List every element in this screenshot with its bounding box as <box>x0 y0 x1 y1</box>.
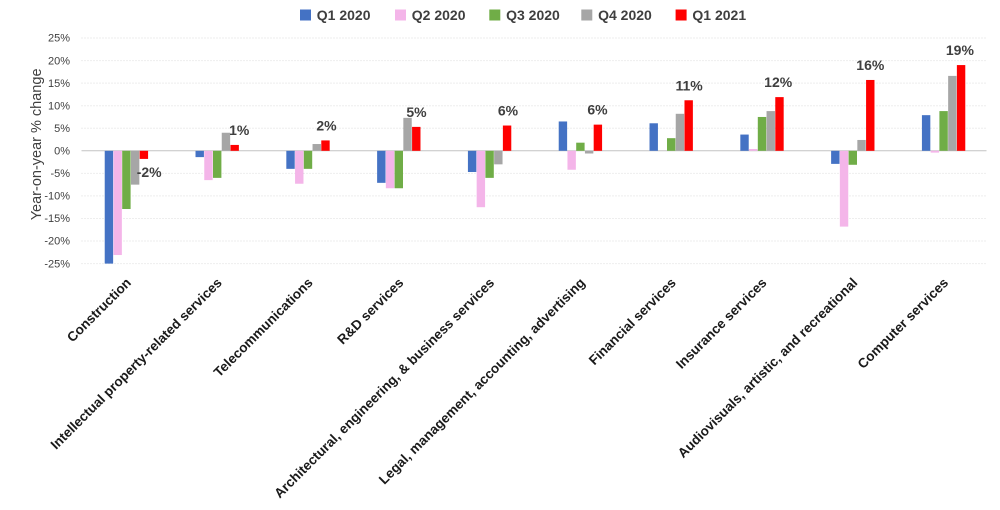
svg-text:Year-on-year % change: Year-on-year % change <box>29 68 45 220</box>
svg-text:15%: 15% <box>48 78 70 90</box>
svg-text:-25%: -25% <box>44 258 70 270</box>
svg-text:19%: 19% <box>946 42 975 58</box>
svg-text:2%: 2% <box>316 117 337 133</box>
svg-text:6%: 6% <box>498 103 519 119</box>
svg-text:-2%: -2% <box>137 164 162 180</box>
svg-text:Q1 2021: Q1 2021 <box>692 7 746 23</box>
svg-text:1%: 1% <box>229 122 250 138</box>
svg-text:-20%: -20% <box>44 236 70 248</box>
svg-text:25%: 25% <box>48 33 70 45</box>
svg-text:20%: 20% <box>48 55 70 67</box>
svg-text:12%: 12% <box>764 74 793 90</box>
svg-text:16%: 16% <box>856 57 885 73</box>
svg-text:5%: 5% <box>54 123 70 135</box>
svg-text:-10%: -10% <box>44 191 70 203</box>
svg-text:Q2 2020: Q2 2020 <box>412 7 466 23</box>
svg-text:Q3 2020: Q3 2020 <box>506 7 560 23</box>
svg-text:5%: 5% <box>406 104 427 120</box>
svg-text:11%: 11% <box>675 77 703 93</box>
svg-text:Q1 2020: Q1 2020 <box>317 7 371 23</box>
svg-text:6%: 6% <box>587 102 608 118</box>
svg-text:Q4 2020: Q4 2020 <box>598 7 652 23</box>
svg-text:10%: 10% <box>48 100 70 112</box>
svg-text:-15%: -15% <box>44 213 70 225</box>
svg-text:-5%: -5% <box>50 168 70 180</box>
svg-text:0%: 0% <box>54 146 70 158</box>
